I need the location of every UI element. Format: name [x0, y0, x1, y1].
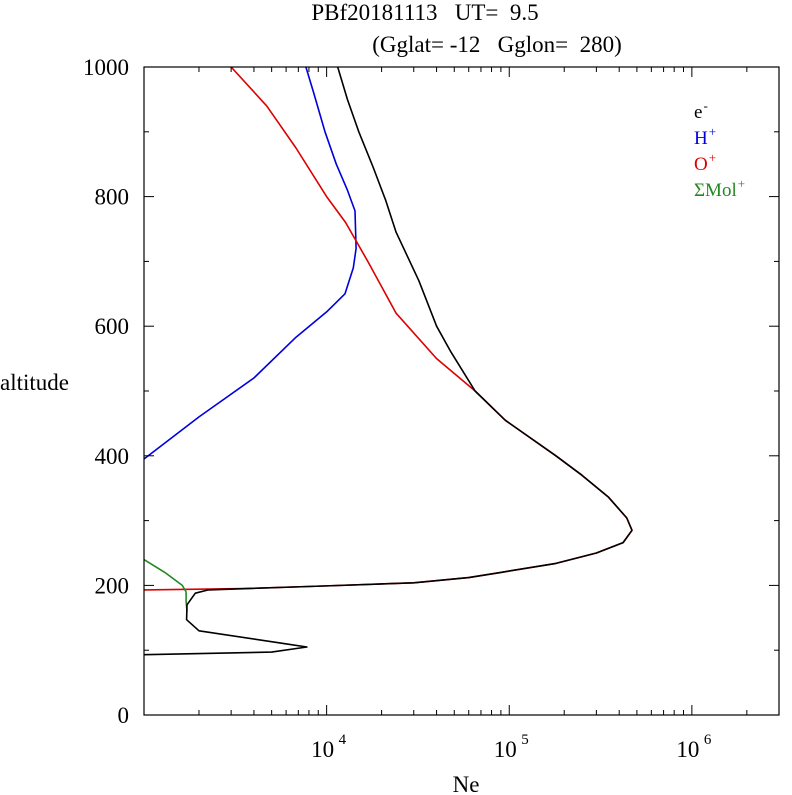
legend-entry: ΣMol [694, 180, 737, 201]
chart-title-line1: PBf20181113 UT= 9.5 [311, 0, 538, 25]
series-line-o-ion [144, 67, 633, 591]
legend-entry-sup: + [738, 176, 745, 191]
x-tick-label: 10 [676, 737, 699, 762]
legend-entry-sup: + [709, 124, 716, 139]
x-tick-label: 10 [311, 737, 334, 762]
legend-entry: O [694, 154, 708, 175]
chart-title-line2: (Gglat= -12 Gglon= 280) [372, 32, 622, 57]
y-tick-label: 600 [95, 314, 130, 339]
x-tick-label-exponent: 6 [704, 732, 712, 748]
legend-entry: H [694, 128, 708, 149]
series-layer [144, 67, 633, 656]
legend-entry-sup: + [709, 150, 716, 165]
y-tick-label: 0 [118, 703, 130, 728]
series-line-h-ion [144, 67, 357, 460]
plot-frame [143, 66, 780, 716]
legend-entry-sup: - [703, 98, 707, 113]
legend: e -H +O +ΣMol + [694, 98, 745, 201]
y-axis-label: altitude [0, 370, 69, 395]
y-tick-label: 200 [95, 573, 130, 598]
series-line-e-ion [144, 67, 633, 656]
x-tick-label-exponent: 5 [521, 732, 529, 748]
x-axis-label: Ne [453, 772, 480, 795]
series-line-mol-ion [144, 558, 188, 612]
legend-entry: e [694, 102, 702, 123]
y-tick-label: 800 [95, 185, 130, 210]
y-tick-label: 400 [95, 444, 130, 469]
x-tick-label: 10 [494, 737, 517, 762]
y-tick-label: 1000 [83, 55, 129, 80]
x-tick-label-exponent: 4 [339, 732, 347, 748]
